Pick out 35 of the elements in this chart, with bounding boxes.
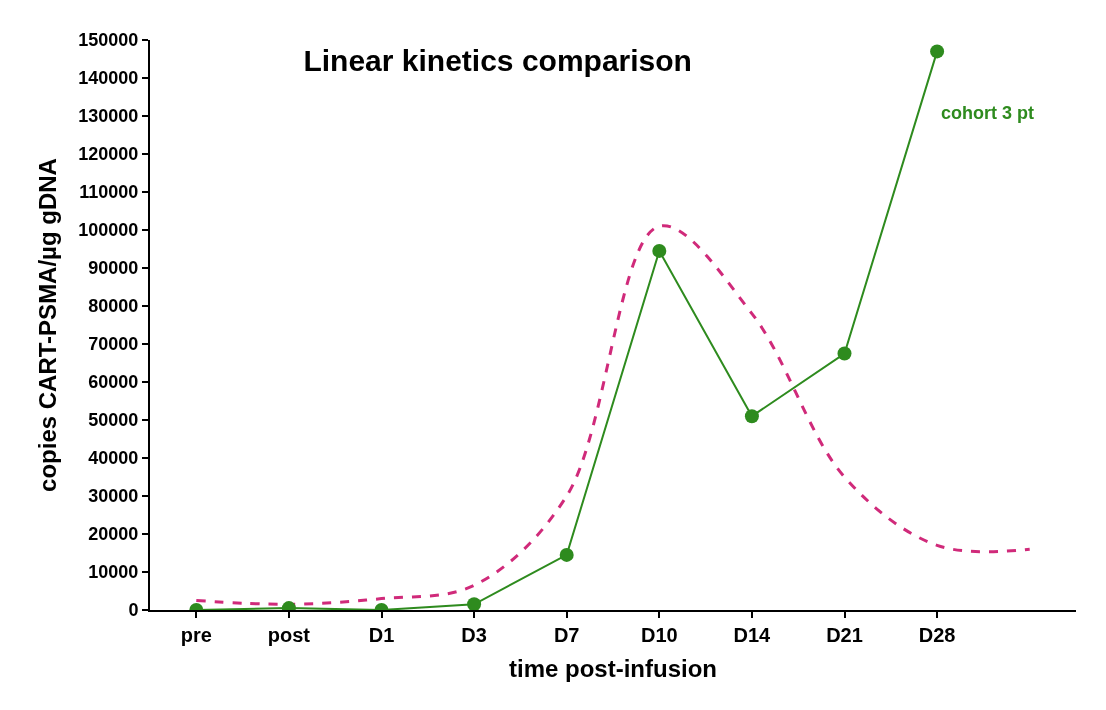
y-tick-label: 130000 <box>78 106 139 127</box>
y-axis-title: copies CART-PSMA/µg gDNA <box>33 158 61 492</box>
y-tick-label: 150000 <box>78 30 139 51</box>
x-tick-label: pre <box>180 624 212 646</box>
x-tick-label: D21 <box>826 624 863 646</box>
x-tick-label: D1 <box>368 624 395 646</box>
x-axis-title: time post-infusion <box>509 654 717 682</box>
point <box>652 243 667 258</box>
point <box>467 597 482 610</box>
y-tick-label: 80000 <box>88 296 139 317</box>
y-tick-label: 70000 <box>88 334 139 355</box>
y-tick-label: 20000 <box>88 524 139 545</box>
y-tick-label: 10000 <box>88 562 139 583</box>
y-tick-label: 110000 <box>79 182 139 203</box>
point <box>837 346 852 361</box>
y-tick-label: 50000 <box>88 410 139 431</box>
x-tick-label: D3 <box>461 624 487 646</box>
x-tick-label: D14 <box>733 624 772 646</box>
y-tick-label: 120000 <box>78 144 139 165</box>
x-tick-label: D7 <box>553 624 580 646</box>
y-tick-label: 40000 <box>88 448 139 469</box>
y-tick-label: 140000 <box>78 68 139 89</box>
y-tick-label: 90000 <box>88 258 139 279</box>
chart-title: Linear kinetics comparison <box>303 43 692 77</box>
point <box>559 547 574 562</box>
y-tick-label: 0 <box>128 600 139 621</box>
series-label: cohort 3 pt <box>941 103 1034 123</box>
x-tick-label: post <box>267 624 311 646</box>
y-tick-label: 30000 <box>88 486 139 507</box>
x-tick-label: D10 <box>640 624 678 646</box>
point <box>930 44 945 59</box>
y-tick-label: 100000 <box>78 220 139 241</box>
y-tick-label: 60000 <box>88 372 139 393</box>
x-tick-label: D28 <box>918 624 956 646</box>
point <box>744 409 759 424</box>
